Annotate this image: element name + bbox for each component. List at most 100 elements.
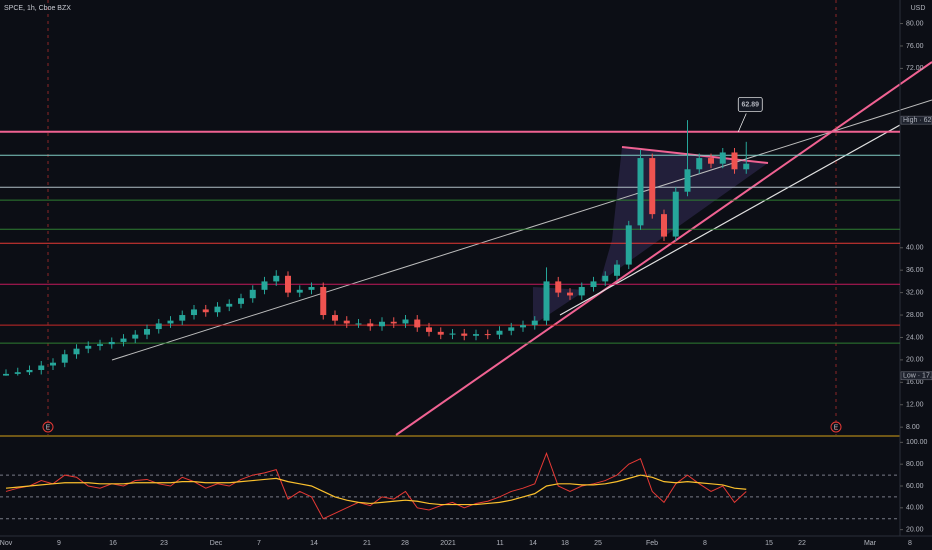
- candle-body: [625, 225, 632, 265]
- channel-line-2: [559, 124, 901, 316]
- candle-body: [473, 334, 479, 336]
- candle-body: [402, 319, 409, 324]
- y-tick-label: 40.00: [906, 245, 924, 252]
- candle-body: [14, 372, 21, 374]
- candle-body: [332, 315, 338, 321]
- rsi-tick-label: 40.00: [906, 505, 924, 512]
- candle-body: [355, 323, 362, 325]
- candle-body: [602, 275, 609, 282]
- support-trendline: [395, 61, 932, 436]
- callout-box: [737, 97, 763, 112]
- event-label: E: [834, 424, 839, 431]
- chart-title: SPCE, 1h, Cboe BZX: [4, 5, 71, 12]
- candle-body: [296, 289, 303, 293]
- candle-body: [308, 287, 315, 290]
- candle-body: [531, 320, 538, 326]
- x-tick-label: Feb: [646, 540, 658, 547]
- candle-body: [108, 341, 115, 345]
- candle-body: [155, 323, 162, 330]
- candle-body: [708, 158, 714, 164]
- candle-body: [320, 287, 327, 316]
- candle-body: [249, 289, 256, 299]
- x-tick-label: 28: [401, 540, 409, 547]
- x-tick-label: 8: [703, 540, 707, 547]
- y-tick-label: 36.00: [906, 267, 924, 274]
- currency: USD: [911, 5, 926, 12]
- x-tick-label: 14: [529, 540, 537, 547]
- candle-body: [214, 306, 221, 313]
- candle-body: [567, 292, 573, 296]
- candle-body: [238, 298, 244, 304]
- candle-body: [743, 163, 750, 170]
- candle-body: [285, 275, 291, 293]
- candle-body: [437, 331, 444, 335]
- candle-body: [120, 338, 127, 342]
- candle-body: [144, 329, 150, 335]
- rsi-ma-line: [5, 474, 747, 506]
- candle-body: [273, 275, 280, 282]
- candle-body: [696, 158, 703, 170]
- x-tick-label: 9: [57, 540, 61, 547]
- rsi-tick-label: 20.00: [906, 526, 924, 533]
- y-tick-label: 20.00: [906, 357, 924, 364]
- candle-body: [719, 152, 726, 164]
- price-tag: [900, 115, 932, 125]
- y-tick-label: 72.00: [906, 65, 924, 72]
- y-tick-label: 32.00: [906, 289, 924, 296]
- event-marker: [42, 421, 54, 433]
- candle-body: [343, 320, 350, 324]
- candle-body: [191, 309, 197, 316]
- candle-body: [390, 321, 397, 324]
- x-tick-label: 22: [798, 540, 806, 547]
- candle-body: [414, 319, 421, 328]
- candle-body: [38, 365, 45, 370]
- candle-body: [520, 325, 526, 328]
- price-tag-label: High · 62.77: [903, 117, 932, 124]
- x-tick-label: 23: [160, 540, 168, 547]
- y-tick-label: 24.00: [906, 334, 924, 341]
- candle-body: [261, 281, 268, 290]
- x-tick-label: 7: [257, 540, 261, 547]
- y-tick-label: 8.00: [906, 424, 920, 431]
- candle-body: [649, 158, 656, 215]
- candle-body: [496, 330, 503, 335]
- candle-body: [578, 287, 585, 296]
- x-tick-label: 18: [561, 540, 569, 547]
- rsi-tick-label: 100.00: [906, 439, 928, 446]
- x-tick-label: 25: [594, 540, 602, 547]
- candle-body: [614, 264, 620, 276]
- candle-body: [379, 321, 385, 327]
- candle-body: [50, 362, 56, 366]
- candle-body: [661, 214, 667, 237]
- x-tick-label: 11: [496, 540, 503, 547]
- candle-body: [426, 327, 432, 332]
- event-label: E: [46, 424, 51, 431]
- candle-body: [590, 281, 597, 288]
- x-tick-label: Dec: [210, 540, 223, 547]
- candle-body: [61, 354, 68, 363]
- y-tick-label: 12.00: [906, 402, 924, 409]
- y-tick-label: 16.00: [906, 379, 924, 386]
- candle-body: [555, 281, 562, 293]
- x-tick-label: 14: [310, 540, 318, 547]
- candle-body: [461, 333, 468, 336]
- candle-body: [202, 309, 209, 313]
- y-tick-label: 28.00: [906, 312, 924, 319]
- x-tick-label: 15: [765, 540, 773, 547]
- candle-body: [484, 334, 491, 336]
- candle-body: [73, 348, 80, 355]
- x-tick-label: 2021: [440, 540, 456, 547]
- candle-body: [132, 334, 139, 339]
- candle-body: [449, 333, 456, 335]
- candle-body: [367, 323, 374, 327]
- candle-body: [3, 373, 9, 376]
- x-tick-label: 16: [109, 540, 117, 547]
- callout-pointer: [737, 113, 747, 132]
- x-tick-label: Nov: [0, 540, 13, 547]
- candle-body: [731, 152, 738, 170]
- candle-body: [97, 344, 103, 346]
- x-tick-label: 8: [908, 540, 912, 547]
- channel-line: [111, 99, 932, 361]
- callout-label: 62.89: [741, 101, 759, 108]
